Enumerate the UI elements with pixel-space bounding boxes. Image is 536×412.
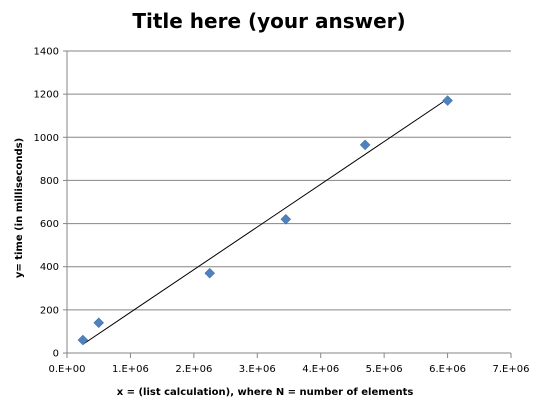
gridlines [67,50,511,311]
y-tick-label: 0 [53,349,59,360]
data-point [93,317,105,329]
y-tick-label: 200 [40,305,59,316]
x-tick-label: 5.E+06 [366,364,403,375]
y-axis-title: y= time (in milliseconds) [14,138,25,278]
data-point [359,139,371,151]
trendline [82,98,448,345]
x-tick-labels: 0.E+00 1.E+06 2.E+06 3.E+06 4.E+06 5.E+06 6.E+… [49,364,530,375]
x-tick-label: 2.E+06 [175,364,212,375]
y-tick-label: 1400 [34,47,59,58]
x-tick-label: 4.E+06 [302,364,339,375]
y-tick-label: 1000 [34,133,59,144]
axes [63,50,512,358]
x-tick-label: 3.E+06 [239,364,276,375]
trendline-layer [82,98,448,345]
y-tick-label: 600 [40,219,59,230]
y-tick-label: 800 [40,176,59,187]
chart-title: Title here (your answer) [132,9,405,33]
data-points [77,95,453,346]
x-tick-label: 7.E+06 [493,364,530,375]
y-tick-labels: 0 200 400 600 800 1000 1200 1400 [34,47,59,360]
data-point [280,213,292,225]
x-tick-label: 6.E+06 [429,364,466,375]
y-tick-label: 400 [40,262,59,273]
x-axis-title: x = (list calculation), where N = number… [117,387,414,398]
data-point [442,95,453,106]
x-tick-label: 0.E+00 [49,364,86,375]
x-tick-label: 1.E+06 [112,364,149,375]
y-tick-label: 1200 [34,90,59,101]
data-point [77,334,89,346]
data-point [204,267,216,279]
